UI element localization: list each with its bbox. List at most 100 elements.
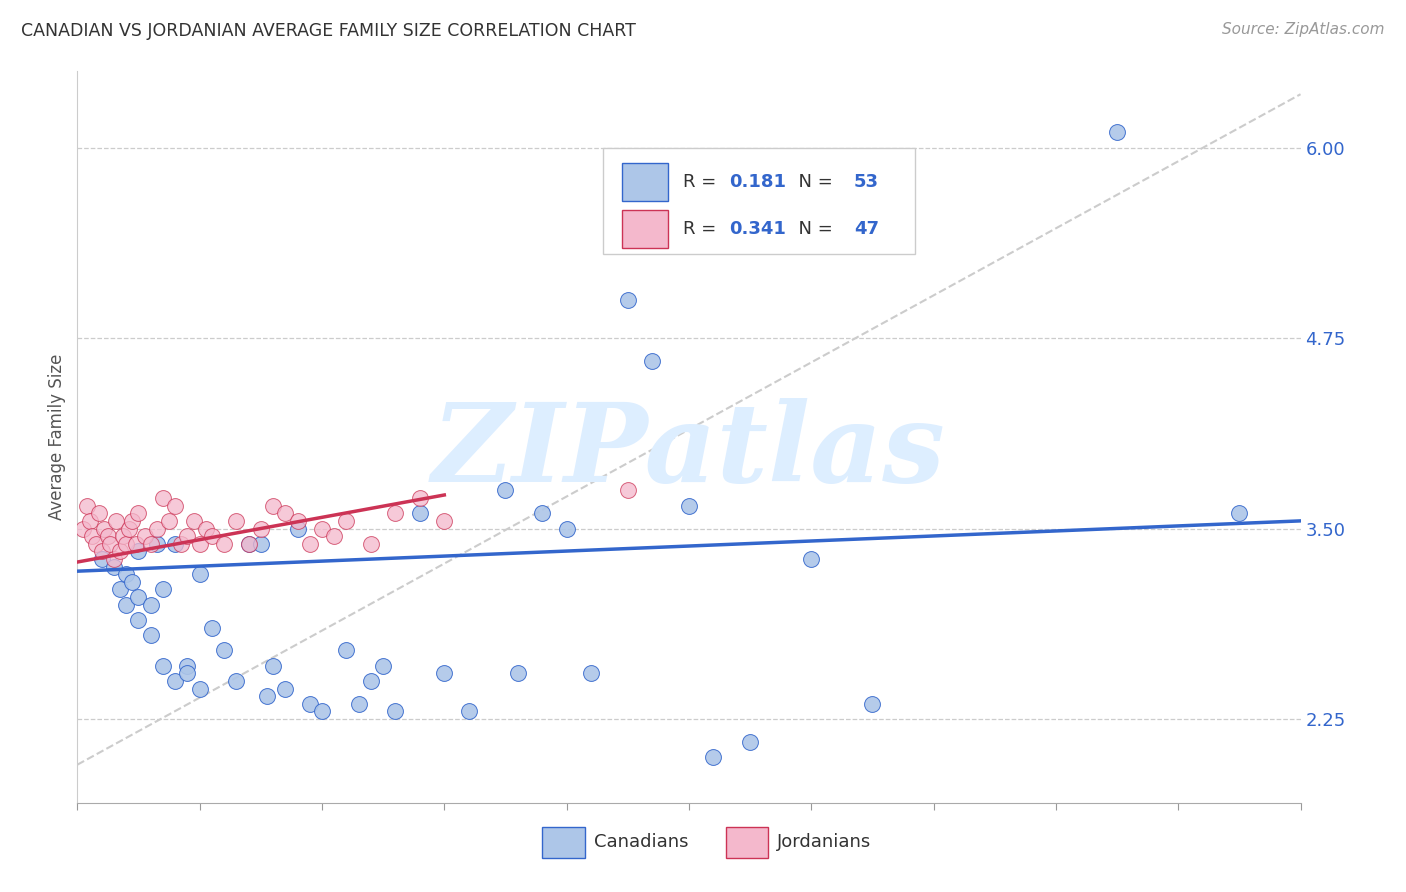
Point bbox=[115, 598, 138, 612]
Point bbox=[125, 537, 148, 551]
Point bbox=[335, 514, 357, 528]
Point bbox=[121, 574, 143, 589]
Point bbox=[93, 521, 115, 535]
Point bbox=[311, 705, 333, 719]
Point bbox=[176, 529, 198, 543]
FancyBboxPatch shape bbox=[621, 162, 668, 201]
Point bbox=[152, 658, 174, 673]
Point bbox=[127, 544, 149, 558]
Point bbox=[115, 537, 138, 551]
Point bbox=[188, 681, 211, 696]
Point bbox=[298, 697, 321, 711]
Point bbox=[311, 521, 333, 535]
Point bbox=[409, 491, 432, 505]
Point bbox=[79, 514, 101, 528]
Point bbox=[740, 735, 762, 749]
Point bbox=[72, 521, 94, 535]
Point bbox=[360, 537, 382, 551]
Point bbox=[225, 673, 247, 688]
Point bbox=[146, 521, 169, 535]
Point bbox=[347, 697, 370, 711]
Point bbox=[287, 521, 309, 535]
Point bbox=[225, 514, 247, 528]
Point bbox=[152, 582, 174, 597]
Point bbox=[139, 598, 162, 612]
Text: ZIPatlas: ZIPatlas bbox=[432, 398, 946, 506]
Point bbox=[641, 354, 664, 368]
Point bbox=[800, 552, 823, 566]
FancyBboxPatch shape bbox=[621, 210, 668, 248]
Point bbox=[90, 544, 112, 558]
Point bbox=[262, 658, 284, 673]
Text: Canadians: Canadians bbox=[593, 833, 688, 851]
Text: Source: ZipAtlas.com: Source: ZipAtlas.com bbox=[1222, 22, 1385, 37]
Point bbox=[76, 499, 98, 513]
Point bbox=[274, 681, 297, 696]
Point bbox=[157, 514, 180, 528]
Point bbox=[90, 552, 112, 566]
Text: R =: R = bbox=[683, 219, 721, 237]
Y-axis label: Average Family Size: Average Family Size bbox=[48, 354, 66, 520]
Point bbox=[127, 590, 149, 604]
Point bbox=[212, 643, 235, 657]
Point bbox=[1229, 506, 1251, 520]
Point bbox=[121, 514, 143, 528]
Point bbox=[433, 666, 456, 681]
Point bbox=[176, 658, 198, 673]
Point bbox=[250, 537, 273, 551]
Point bbox=[238, 537, 260, 551]
Point bbox=[555, 521, 578, 535]
Point bbox=[111, 529, 134, 543]
Point bbox=[165, 673, 187, 688]
Point bbox=[238, 537, 260, 551]
Point bbox=[360, 673, 382, 688]
Point bbox=[105, 514, 128, 528]
FancyBboxPatch shape bbox=[603, 148, 915, 254]
Point bbox=[617, 293, 640, 307]
Point bbox=[201, 621, 224, 635]
Point bbox=[495, 483, 517, 498]
Point bbox=[115, 567, 138, 582]
Point bbox=[108, 544, 131, 558]
Point bbox=[531, 506, 554, 520]
Point bbox=[678, 499, 700, 513]
Text: N =: N = bbox=[787, 219, 838, 237]
Point bbox=[127, 506, 149, 520]
Point bbox=[139, 537, 162, 551]
Point bbox=[139, 628, 162, 642]
Point bbox=[323, 529, 346, 543]
Point bbox=[152, 491, 174, 505]
FancyBboxPatch shape bbox=[543, 827, 585, 858]
Point bbox=[84, 537, 107, 551]
Point bbox=[384, 705, 406, 719]
Point bbox=[170, 537, 193, 551]
Point bbox=[212, 537, 235, 551]
Point bbox=[103, 559, 125, 574]
Text: Jordanians: Jordanians bbox=[778, 833, 872, 851]
Point bbox=[183, 514, 205, 528]
Point bbox=[80, 529, 103, 543]
Point bbox=[146, 537, 169, 551]
Point bbox=[862, 697, 884, 711]
Point bbox=[188, 537, 211, 551]
Point bbox=[89, 506, 111, 520]
Point bbox=[165, 499, 187, 513]
Point bbox=[409, 506, 432, 520]
Point bbox=[188, 567, 211, 582]
Text: 0.181: 0.181 bbox=[730, 173, 786, 191]
Point bbox=[134, 529, 156, 543]
Point bbox=[165, 537, 187, 551]
Point bbox=[127, 613, 149, 627]
Point bbox=[506, 666, 529, 681]
Point bbox=[201, 529, 224, 543]
Point bbox=[702, 750, 724, 764]
Point bbox=[256, 689, 278, 703]
Point bbox=[97, 529, 120, 543]
Point bbox=[298, 537, 321, 551]
Text: R =: R = bbox=[683, 173, 721, 191]
Point bbox=[194, 521, 217, 535]
Point bbox=[1107, 125, 1129, 139]
Point bbox=[617, 483, 640, 498]
Point bbox=[103, 552, 125, 566]
Point bbox=[98, 537, 121, 551]
